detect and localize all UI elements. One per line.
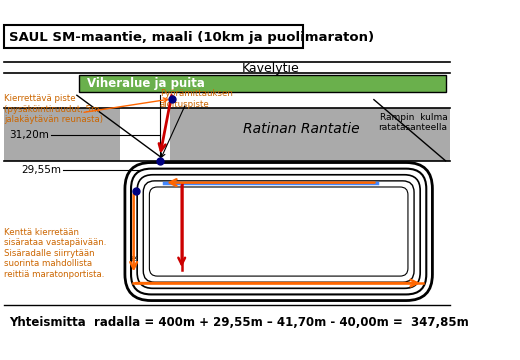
Bar — [171, 108, 450, 161]
Bar — [4, 108, 120, 161]
FancyBboxPatch shape — [4, 26, 303, 48]
FancyBboxPatch shape — [137, 175, 420, 288]
Text: Pyörämittauksen
aloituspiste: Pyörämittauksen aloituspiste — [160, 89, 233, 109]
Text: SAUL SM-maantie, maali (10km ja puolimaraton): SAUL SM-maantie, maali (10km ja puolimar… — [9, 31, 374, 44]
Text: Kentän
maaliviva: Kentän maaliviva — [207, 185, 249, 204]
Text: Yhteismitta  radalla = 400m + 29,55m – 41,70m - 40,00m =  347,85m: Yhteismitta radalla = 400m + 29,55m – 41… — [9, 316, 469, 329]
Text: Etäisyydet on mitattu teräsmitalla
etukaarteeseen määritellystä pisteestä.: Etäisyydet on mitattu teräsmitalla etuka… — [131, 244, 303, 263]
FancyBboxPatch shape — [149, 187, 408, 276]
Text: Ratinan Rantatie: Ratinan Rantatie — [243, 122, 360, 136]
Text: Kierrettävä piste
(pysäköintiruudut, 5m
jalakäytävän reunasta): Kierrettävä piste (pysäköintiruudut, 5m … — [4, 94, 103, 124]
Text: 29,55m: 29,55m — [21, 165, 61, 175]
Text: Kävelytie: Kävelytie — [242, 62, 300, 75]
Text: Kenttä kierretään
sisärataa vastapäivään.
Sisäradalle siirrytään
suorinta mahdol: Kenttä kierretään sisärataa vastapäivään… — [4, 228, 107, 279]
Bar — [79, 75, 446, 92]
FancyBboxPatch shape — [131, 168, 426, 294]
Text: Viheralue ja puita: Viheralue ja puita — [87, 77, 205, 90]
Text: 41,70m: 41,70m — [150, 228, 190, 237]
FancyBboxPatch shape — [125, 162, 433, 301]
Text: Maaliviiva =
40m lähtöviiva: Maaliviiva = 40m lähtöviiva — [295, 196, 399, 224]
Text: Rampin  kulma
ratatasanteella: Rampin kulma ratatasanteella — [378, 113, 447, 132]
FancyBboxPatch shape — [144, 181, 414, 282]
Text: 31,20m: 31,20m — [9, 130, 49, 140]
